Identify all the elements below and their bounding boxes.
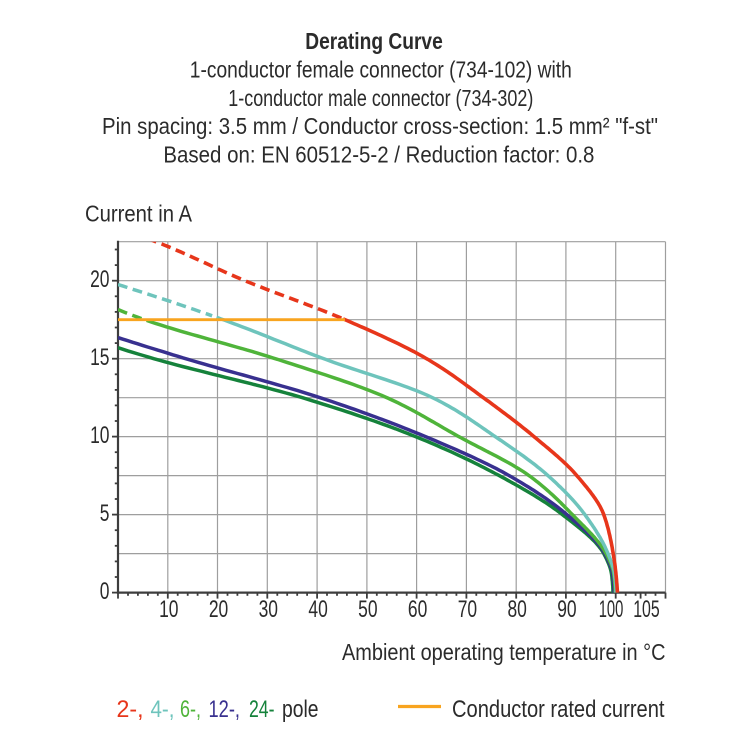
svg-text:4-,: 4-,: [151, 696, 175, 723]
svg-text:12-,: 12-,: [209, 696, 241, 723]
svg-text:Based on: EN 60512-5-2 / Reduc: Based on: EN 60512-5-2 / Reduction facto…: [163, 142, 594, 168]
svg-text:2-,: 2-,: [117, 696, 144, 723]
svg-text:80: 80: [507, 596, 526, 623]
svg-text:Current in A: Current in A: [85, 201, 193, 227]
svg-text:5: 5: [100, 500, 110, 527]
svg-text:Ambient operating temperature: Ambient operating temperature in °C: [342, 639, 666, 665]
svg-text:100: 100: [599, 596, 624, 623]
svg-text:Derating Curve: Derating Curve: [305, 28, 443, 54]
svg-text:60: 60: [408, 596, 427, 623]
svg-text:Pin spacing: 3.5 mm / Conducto: Pin spacing: 3.5 mm / Conductor cross-se…: [102, 113, 658, 139]
svg-text:Conductor rated current: Conductor rated current: [452, 696, 665, 723]
svg-text:15: 15: [90, 344, 109, 371]
svg-text:70: 70: [458, 596, 477, 623]
svg-text:6-,: 6-,: [180, 696, 201, 723]
svg-text:1-conductor female connector (: 1-conductor female connector (734-102) w…: [190, 56, 572, 82]
svg-text:10: 10: [159, 596, 178, 623]
svg-text:30: 30: [259, 596, 278, 623]
svg-text:1-conductor male connector (73: 1-conductor male connector (734-302): [228, 85, 533, 111]
svg-text:40: 40: [308, 596, 327, 623]
svg-text:90: 90: [557, 596, 576, 623]
svg-text:0: 0: [100, 578, 110, 605]
svg-text:20: 20: [90, 266, 109, 293]
svg-text:20: 20: [209, 596, 228, 623]
svg-text:pole: pole: [282, 696, 319, 723]
svg-text:10: 10: [90, 422, 109, 449]
svg-text:105: 105: [633, 596, 660, 623]
svg-text:24-: 24-: [249, 696, 275, 723]
svg-text:50: 50: [358, 596, 377, 623]
